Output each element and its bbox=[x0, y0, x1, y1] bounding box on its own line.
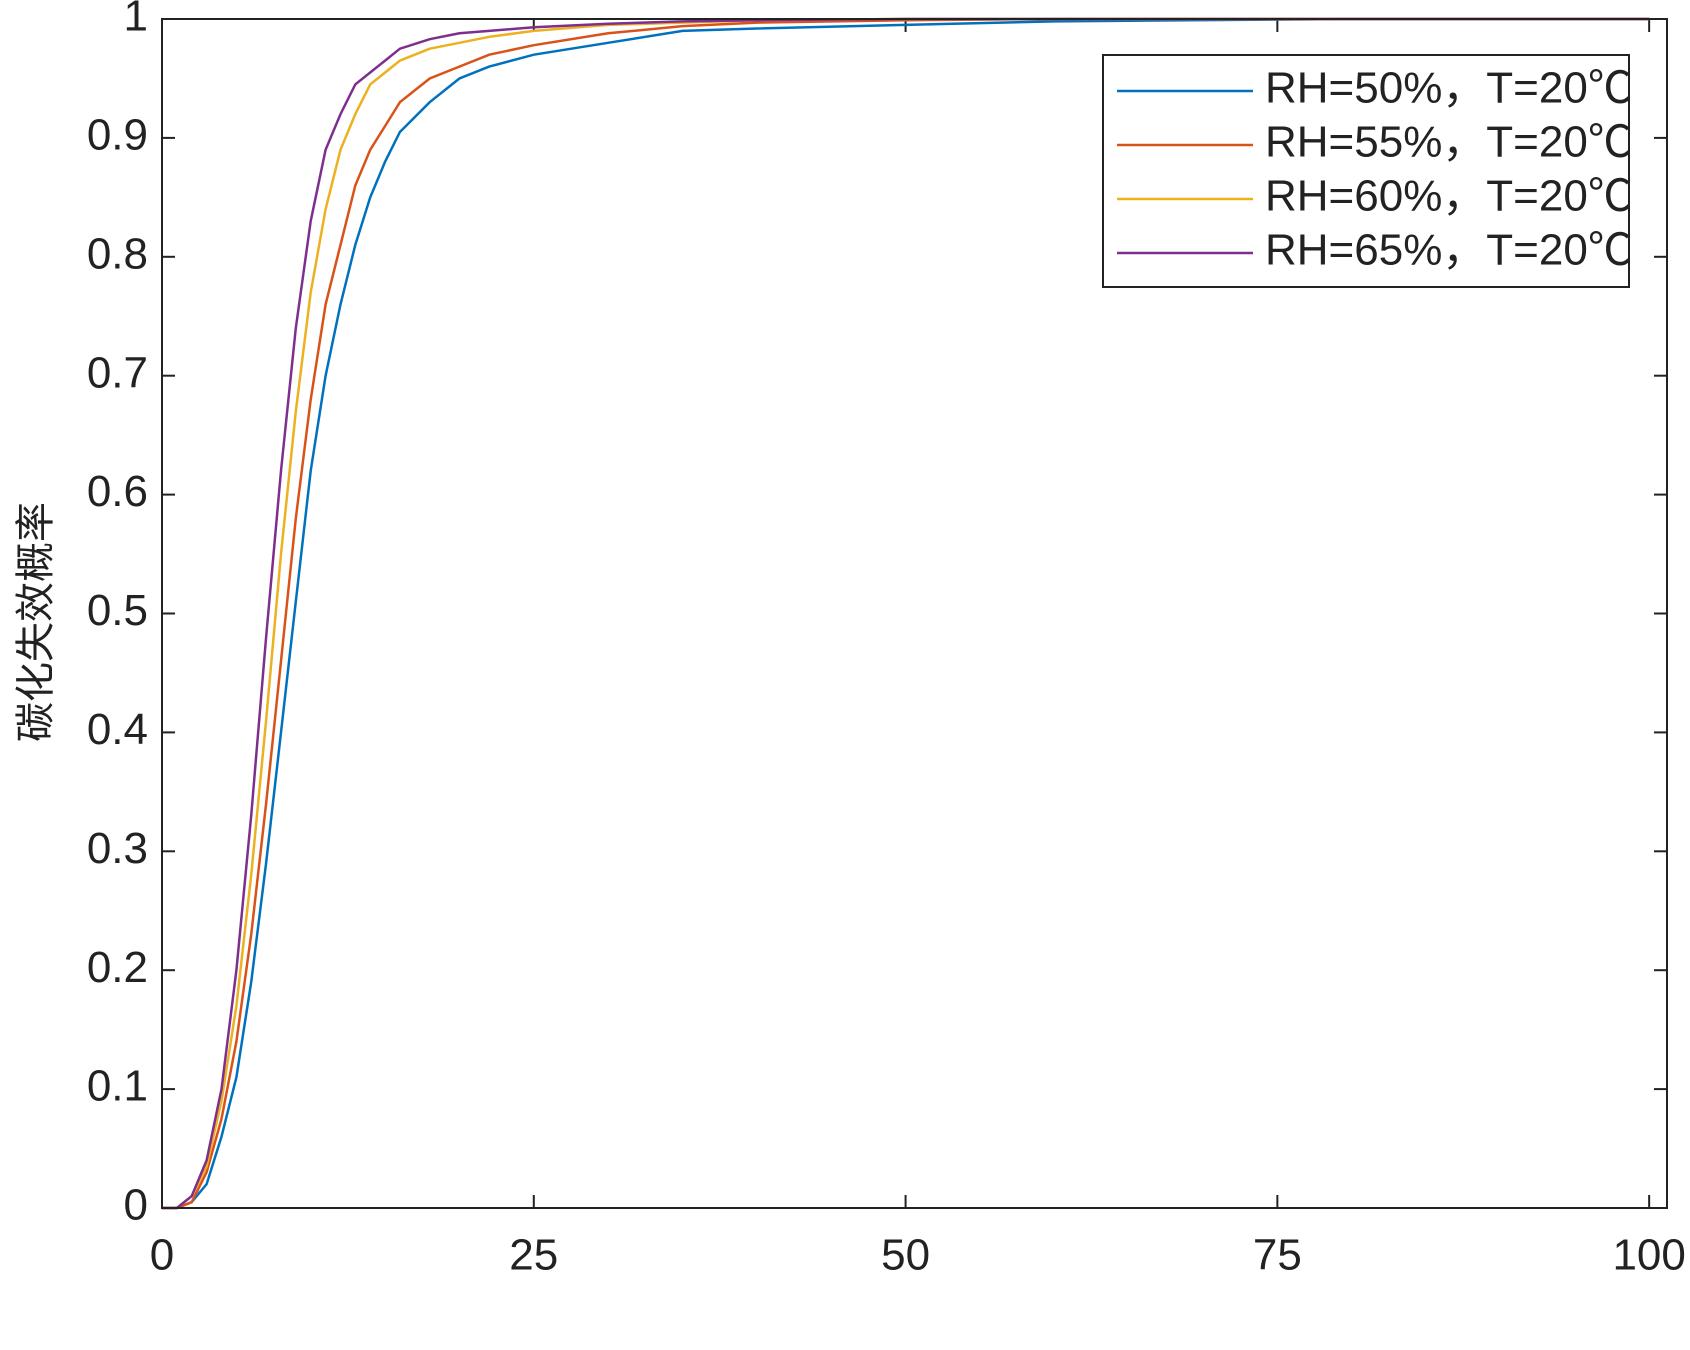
y-tick-label: 0.7 bbox=[87, 348, 148, 397]
y-tick-label: 0.9 bbox=[87, 111, 148, 160]
legend-label: RH=55%，T=20℃ bbox=[1265, 118, 1632, 167]
series-line bbox=[162, 17, 1650, 1210]
y-tick-label: 0.1 bbox=[87, 1062, 148, 1111]
y-tick-label: 0 bbox=[124, 1181, 148, 1230]
y-axis-label: 碳化失效概率 bbox=[13, 502, 59, 742]
x-tick-label: 25 bbox=[509, 1231, 558, 1280]
y-tick-label: 0.6 bbox=[87, 467, 148, 516]
y-tick-label: 0.2 bbox=[87, 943, 148, 992]
series-line bbox=[162, 17, 1650, 1210]
legend-box bbox=[1102, 54, 1630, 288]
plot-frame bbox=[161, 18, 1668, 1209]
legend-label: RH=60%，T=20℃ bbox=[1265, 172, 1632, 221]
legend-label: RH=65%，T=20℃ bbox=[1265, 226, 1632, 275]
y-tick-label: 0.8 bbox=[87, 229, 148, 278]
x-tick-label: 50 bbox=[881, 1231, 930, 1280]
y-tick-label: 0.5 bbox=[87, 586, 148, 635]
x-tick-label: 100 bbox=[1612, 1231, 1685, 1280]
legend-label: RH=50%，T=20℃ bbox=[1265, 64, 1632, 113]
y-tick-label: 1 bbox=[124, 0, 148, 41]
x-tick-label: 0 bbox=[150, 1231, 174, 1280]
x-tick-label: 75 bbox=[1253, 1231, 1302, 1280]
series-line bbox=[162, 17, 1650, 1210]
y-tick-label: 0.4 bbox=[87, 705, 148, 754]
y-tick-label: 0.3 bbox=[87, 824, 148, 873]
